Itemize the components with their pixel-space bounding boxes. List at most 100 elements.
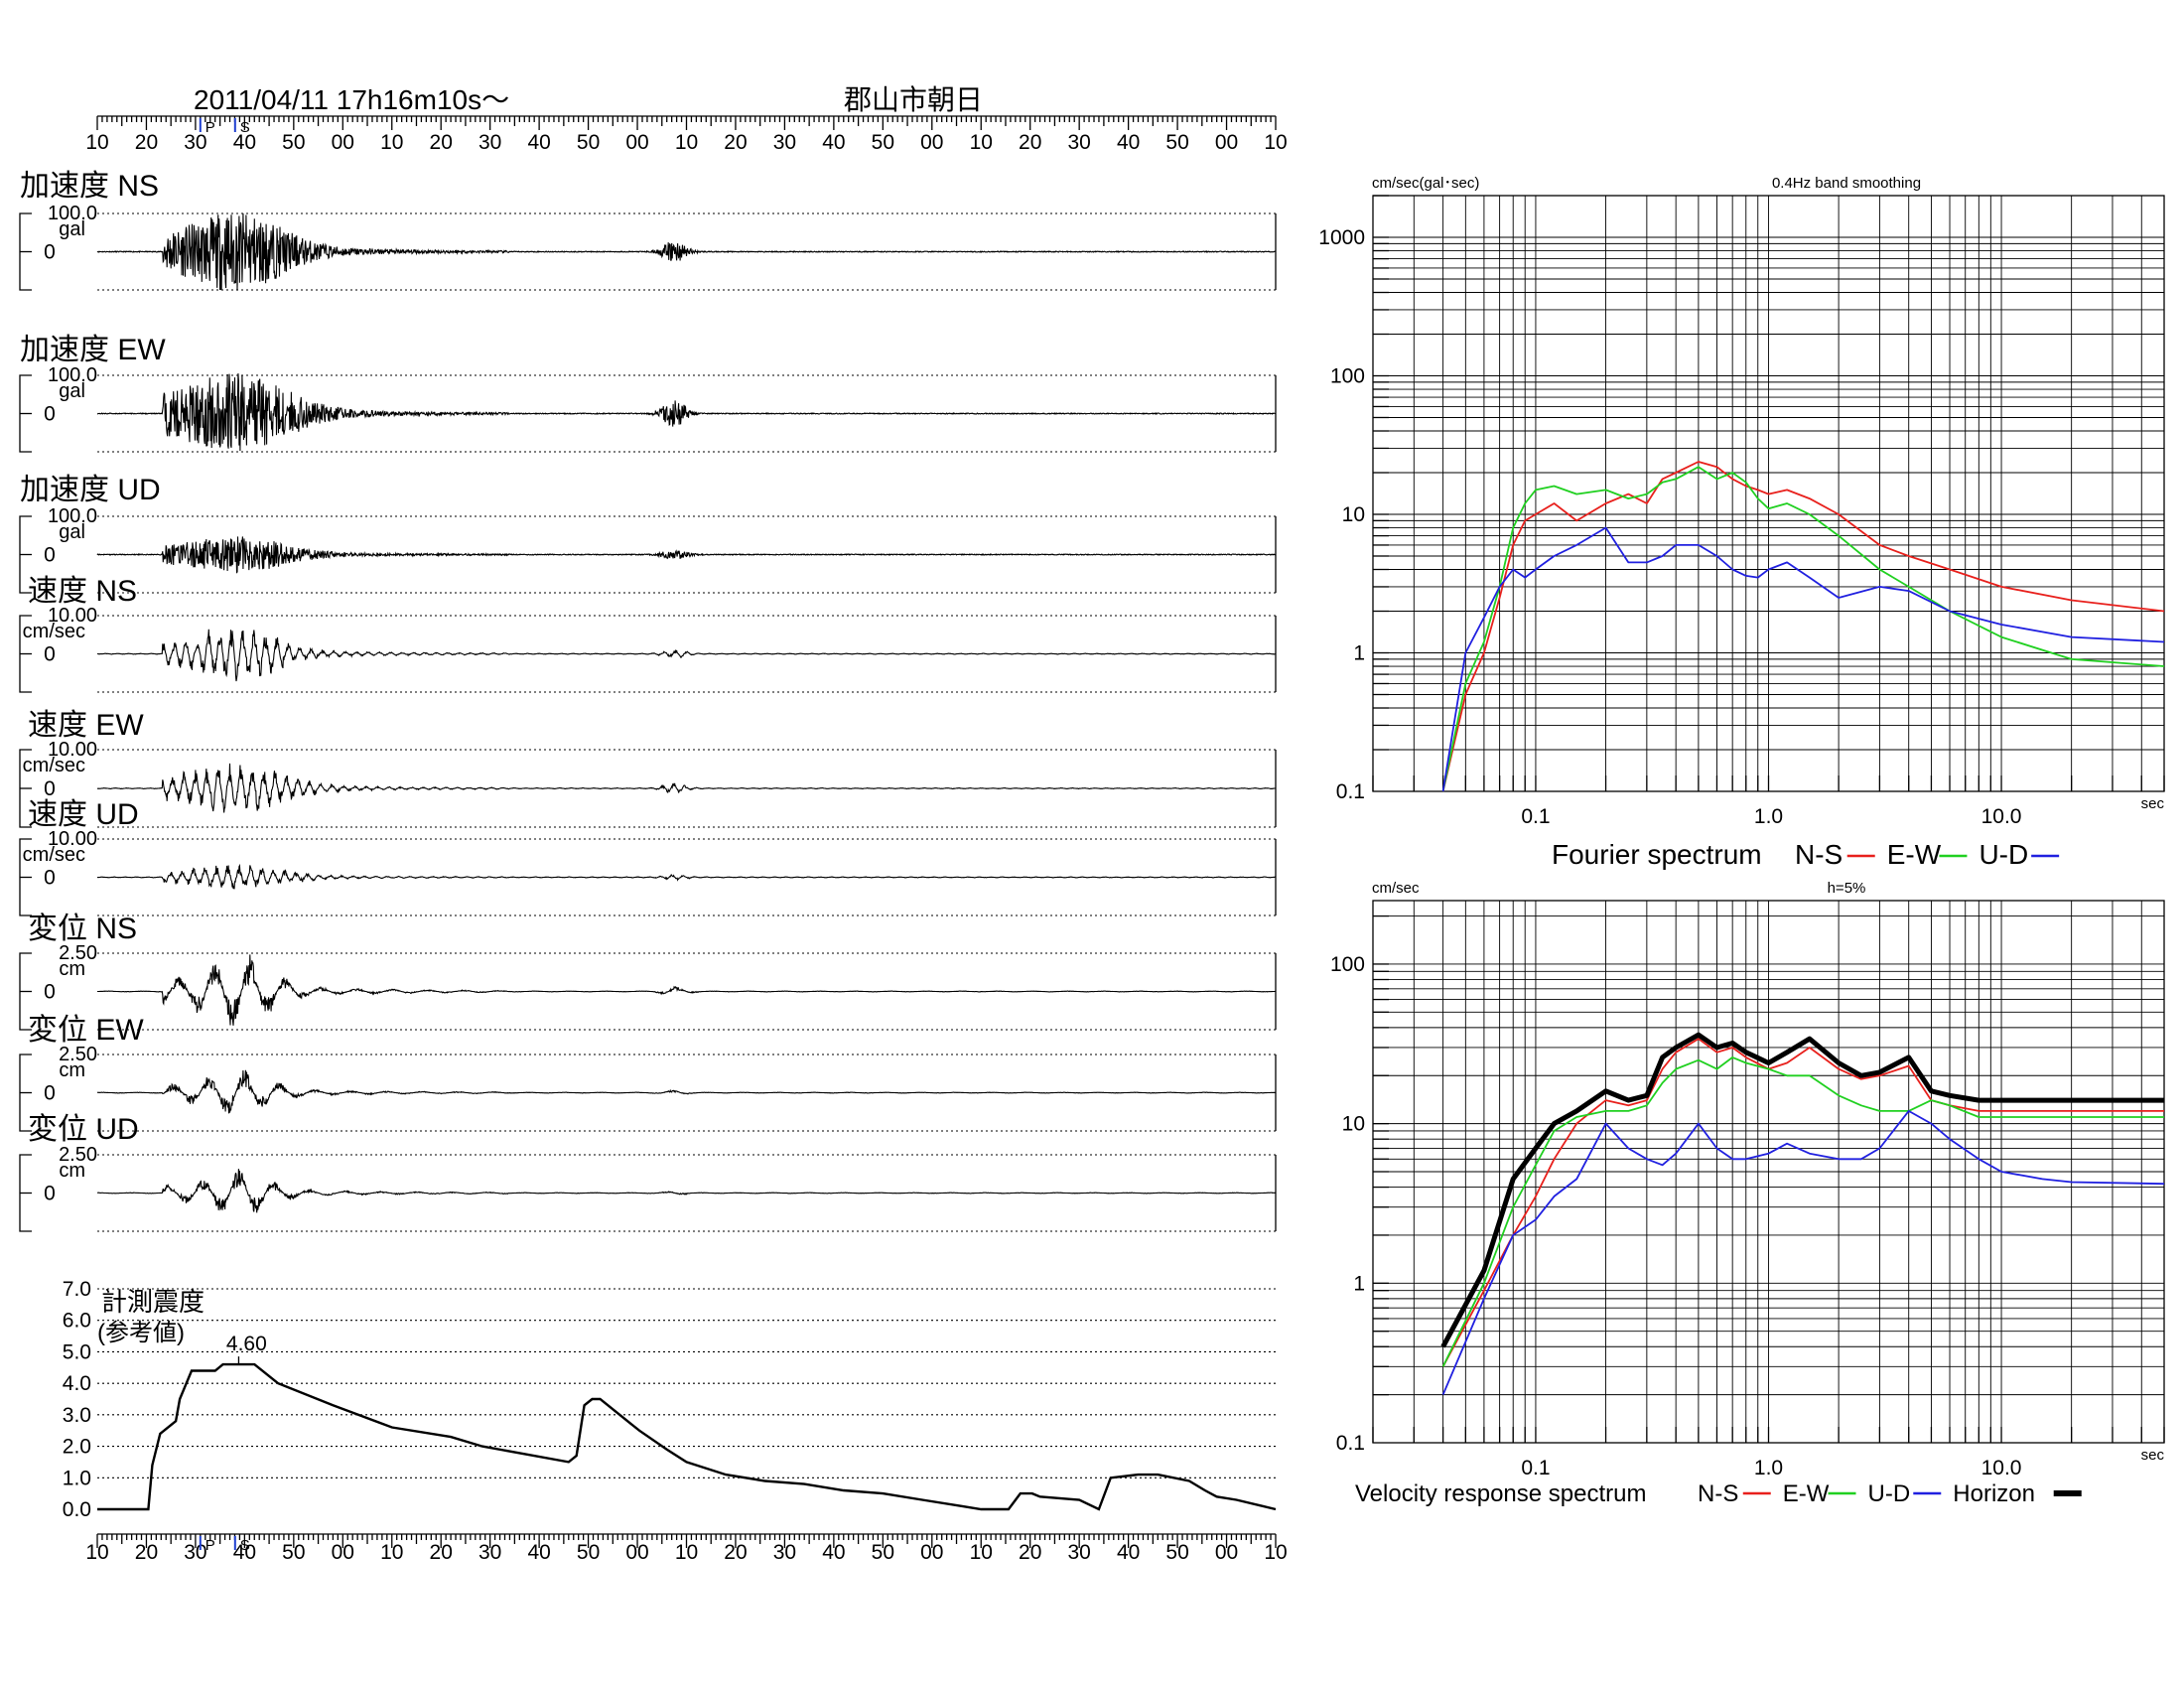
waveform-scale: 2.50 — [59, 942, 97, 964]
waveform-trace — [97, 954, 1276, 1026]
spectrum-ytick-label: 1000 — [1318, 226, 1365, 249]
intensity-ytick: 1.0 — [63, 1467, 91, 1489]
time-tick-label: 10 — [675, 131, 698, 154]
time-tick-label: 10 — [380, 1541, 403, 1564]
waveform-unit: cm — [59, 958, 85, 980]
time-tick-label: 50 — [282, 131, 305, 154]
time-tick-label: 50 — [872, 131, 894, 154]
time-tick-label: 50 — [577, 131, 600, 154]
waveform-zero: 0 — [44, 643, 56, 666]
waveform-title: 変位 NS — [28, 913, 137, 945]
intensity-ytick: 5.0 — [63, 1340, 91, 1363]
waveform-title: 加速度 UD — [20, 474, 161, 506]
spectrum-ylabel: cm/sec — [1372, 880, 1420, 897]
time-tick-label: 40 — [527, 131, 550, 154]
waveform-unit: gal — [59, 380, 85, 402]
time-tick-label: 20 — [1019, 1541, 1041, 1564]
waveform-zero: 0 — [44, 867, 56, 890]
intensity-title: 計測震度 — [101, 1287, 205, 1317]
waveform-trace — [96, 1069, 1277, 1114]
intensity-ytick: 0.0 — [63, 1498, 91, 1521]
waveform-zero: 0 — [44, 1082, 56, 1105]
time-tick-label: 00 — [625, 1541, 648, 1564]
time-tick-label: 10 — [85, 131, 108, 154]
waveform-unit: cm/sec — [23, 844, 85, 866]
time-tick-label: 40 — [822, 131, 845, 154]
spectrum-series-n-s — [1441, 1038, 2164, 1367]
legend-label: E-W — [1887, 839, 1942, 870]
time-tick-label: 10 — [970, 131, 993, 154]
spectrum-series-e-w — [1441, 1056, 2164, 1367]
time-tick-label: 00 — [920, 1541, 943, 1564]
waveform-title: 変位 UD — [28, 1113, 139, 1146]
legend-label: N-S — [1795, 839, 1843, 870]
waveform-title: 速度 UD — [28, 798, 139, 831]
time-tick-label: 30 — [773, 1541, 796, 1564]
time-tick-label: 20 — [430, 131, 453, 154]
waveform-trace — [97, 863, 1276, 890]
intensity-ytick: 2.0 — [63, 1436, 91, 1459]
spectrum-xtick-label: 0.1 — [1521, 1457, 1550, 1479]
waveform-unit: gal — [59, 218, 85, 240]
legend-label: Horizon — [1953, 1480, 2035, 1507]
waveform-scale: 2.50 — [59, 1044, 97, 1065]
time-tick-label: 30 — [184, 1541, 206, 1564]
time-tick-label: 00 — [332, 1541, 354, 1564]
waveform-trace — [96, 373, 1277, 452]
spectrum-ylabel: cm/sec(gal･sec) — [1372, 175, 1479, 192]
time-tick-label: 40 — [1117, 131, 1140, 154]
spectrum-series-u-d — [1441, 1110, 2165, 1395]
time-tick-label: 20 — [430, 1541, 453, 1564]
waveform-scale: 2.50 — [59, 1144, 97, 1166]
time-tick-label: 40 — [527, 1541, 550, 1564]
waveform-zero: 0 — [44, 1183, 56, 1205]
spectrum-ytick-label: 10 — [1342, 503, 1365, 526]
waveform-zero: 0 — [44, 403, 56, 426]
station-name: 郡山市朝日 — [844, 84, 983, 115]
time-tick-label: 20 — [135, 1541, 158, 1564]
fourier-spectrum-panel: 1000 100 10 1 0.1 0.1 1.0 10.0 sec cm/sec(gal･sec… — [1318, 175, 2165, 870]
time-tick-label: 40 — [822, 1541, 845, 1564]
time-tick-label: 20 — [724, 131, 747, 154]
time-tick-label: 30 — [184, 131, 206, 154]
spectrum-ytick-label: 10 — [1342, 1113, 1365, 1136]
legend-label: E-W — [1783, 1480, 1830, 1507]
time-tick-label: 00 — [625, 131, 648, 154]
time-tick-label: 30 — [478, 131, 501, 154]
spectrum-xunit: sec — [2141, 1447, 2165, 1464]
spectrum-series-n-s — [1441, 461, 2165, 792]
waveform-scale: 100.0 — [48, 364, 97, 386]
time-tick-label: 10 — [1264, 131, 1287, 154]
spectrum-series-horizon — [1440, 1032, 2164, 1348]
time-tick-label: 00 — [332, 131, 354, 154]
time-tick-label: 00 — [1215, 131, 1238, 154]
spectrum-ytick-label: 0.1 — [1336, 780, 1365, 803]
time-tick-label: 10 — [675, 1541, 698, 1564]
waveform-title: 変位 EW — [28, 1014, 144, 1047]
intensity-peak-label: 4.60 — [226, 1333, 267, 1355]
spectrum-ytick-label: 0.1 — [1336, 1432, 1365, 1455]
spectrum-xtick-label: 1.0 — [1754, 1457, 1783, 1479]
time-tick-label: 30 — [773, 131, 796, 154]
legend-label: N-S — [1698, 1480, 1738, 1507]
spectrum-caption: Velocity response spectrum — [1355, 1480, 1646, 1507]
waveform-scale: 10.00 — [48, 828, 97, 850]
spectrum-note: 0.4Hz band smoothing — [1772, 175, 1921, 192]
waveform-title: 加速度 NS — [20, 170, 159, 203]
p-marker-label: P — [205, 119, 215, 136]
time-tick-label: 10 — [85, 1541, 108, 1564]
intensity-line — [97, 1362, 1277, 1511]
spectrum-xtick-label: 0.1 — [1521, 805, 1550, 828]
spectrum-caption: Fourier spectrum — [1552, 839, 1762, 870]
waveform-trace — [96, 536, 1277, 574]
waveform-trace — [97, 629, 1277, 682]
time-tick-label: 10 — [380, 131, 403, 154]
waveform-unit: cm/sec — [23, 755, 85, 776]
